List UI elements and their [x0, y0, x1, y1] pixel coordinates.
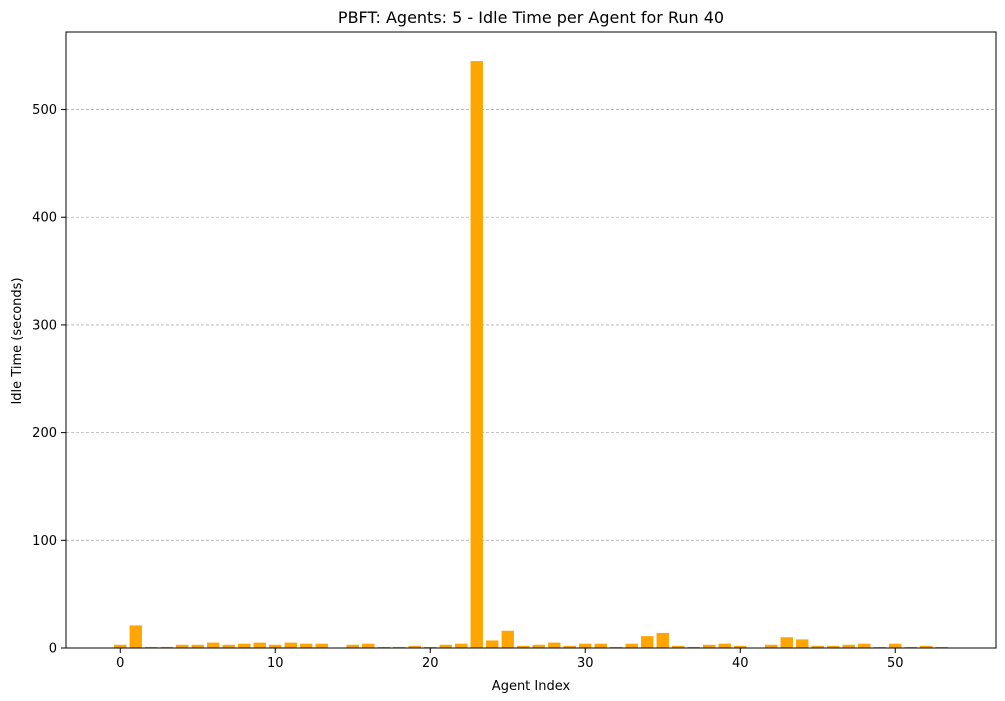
bar-agent-12 [300, 643, 313, 648]
x-tick-label: 0 [116, 656, 124, 671]
bar-agent-10 [269, 644, 282, 648]
bar-agent-21 [439, 644, 452, 648]
bar-agent-17 [377, 646, 390, 648]
bar-agent-36 [672, 645, 685, 648]
bar-agent-1 [129, 625, 142, 648]
bar-agent-35 [656, 632, 669, 648]
bar-agent-29 [563, 645, 576, 648]
x-tick-label: 40 [732, 656, 749, 671]
bar-agent-53 [935, 646, 948, 648]
y-tick-label: 200 [32, 426, 57, 441]
bar-agent-40 [734, 645, 747, 648]
bar-agent-48 [858, 643, 871, 648]
bar-agent-18 [393, 646, 406, 648]
bar-agent-28 [548, 642, 561, 648]
bars [114, 61, 948, 649]
bar-agent-50 [889, 643, 902, 648]
chart-title: PBFT: Agents: 5 - Idle Time per Agent fo… [338, 8, 724, 27]
bar-agent-11 [284, 642, 297, 648]
bar-agent-45 [811, 645, 824, 648]
bar-agent-16 [362, 643, 375, 648]
bar-agent-52 [920, 645, 933, 648]
bar-agent-5 [191, 644, 204, 648]
y-tick-label: 100 [32, 534, 57, 549]
bar-agent-13 [315, 643, 328, 648]
y-tick-label: 500 [32, 103, 57, 118]
axes [65, 31, 997, 649]
bar-agent-25 [501, 630, 514, 648]
bar-agent-6 [207, 642, 220, 648]
bar-agent-44 [796, 639, 809, 648]
y-axis-label: Idle Time (seconds) [10, 277, 25, 404]
bar-agent-43 [780, 637, 793, 648]
bar-agent-34 [641, 636, 654, 648]
bar-agent-38 [703, 644, 716, 648]
bar-agent-30 [579, 643, 592, 648]
bar-agent-49 [873, 646, 886, 648]
bar-agent-51 [904, 646, 917, 648]
bar-agent-27 [532, 644, 545, 648]
bar-agent-22 [455, 643, 468, 648]
bar-agent-19 [408, 645, 421, 648]
x-tick-label: 30 [577, 656, 594, 671]
bar-agent-9 [253, 642, 266, 648]
plot-frame [65, 31, 997, 649]
bar-agent-32 [610, 646, 623, 648]
bar-agent-26 [517, 645, 530, 648]
y-tick-label: 400 [32, 211, 57, 226]
bar-agent-42 [765, 644, 778, 648]
bar-agent-31 [594, 643, 607, 648]
bar-agent-33 [625, 643, 638, 648]
gridlines [66, 109, 996, 541]
x-axis-label: Agent Index [492, 679, 571, 694]
x-tick-label: 20 [422, 656, 439, 671]
bar-agent-46 [827, 645, 840, 648]
bar-agent-8 [238, 643, 251, 648]
bar-agent-3 [160, 646, 173, 648]
bar-agent-0 [114, 644, 127, 648]
bar-agent-2 [145, 646, 158, 648]
x-tick-label: 10 [267, 656, 284, 671]
x-tick-label: 50 [887, 656, 904, 671]
bar-agent-4 [176, 644, 189, 648]
bar-agent-24 [486, 640, 499, 648]
y-tick-label: 0 [49, 642, 57, 657]
bar-agent-7 [222, 644, 235, 648]
bar-agent-15 [346, 644, 359, 648]
bar-agent-20 [424, 646, 437, 648]
bar-agent-23 [470, 61, 483, 649]
bar-agent-47 [842, 644, 855, 648]
bar-agent-37 [687, 646, 700, 648]
y-tick-label: 300 [32, 318, 57, 333]
bar-agent-39 [718, 643, 731, 648]
